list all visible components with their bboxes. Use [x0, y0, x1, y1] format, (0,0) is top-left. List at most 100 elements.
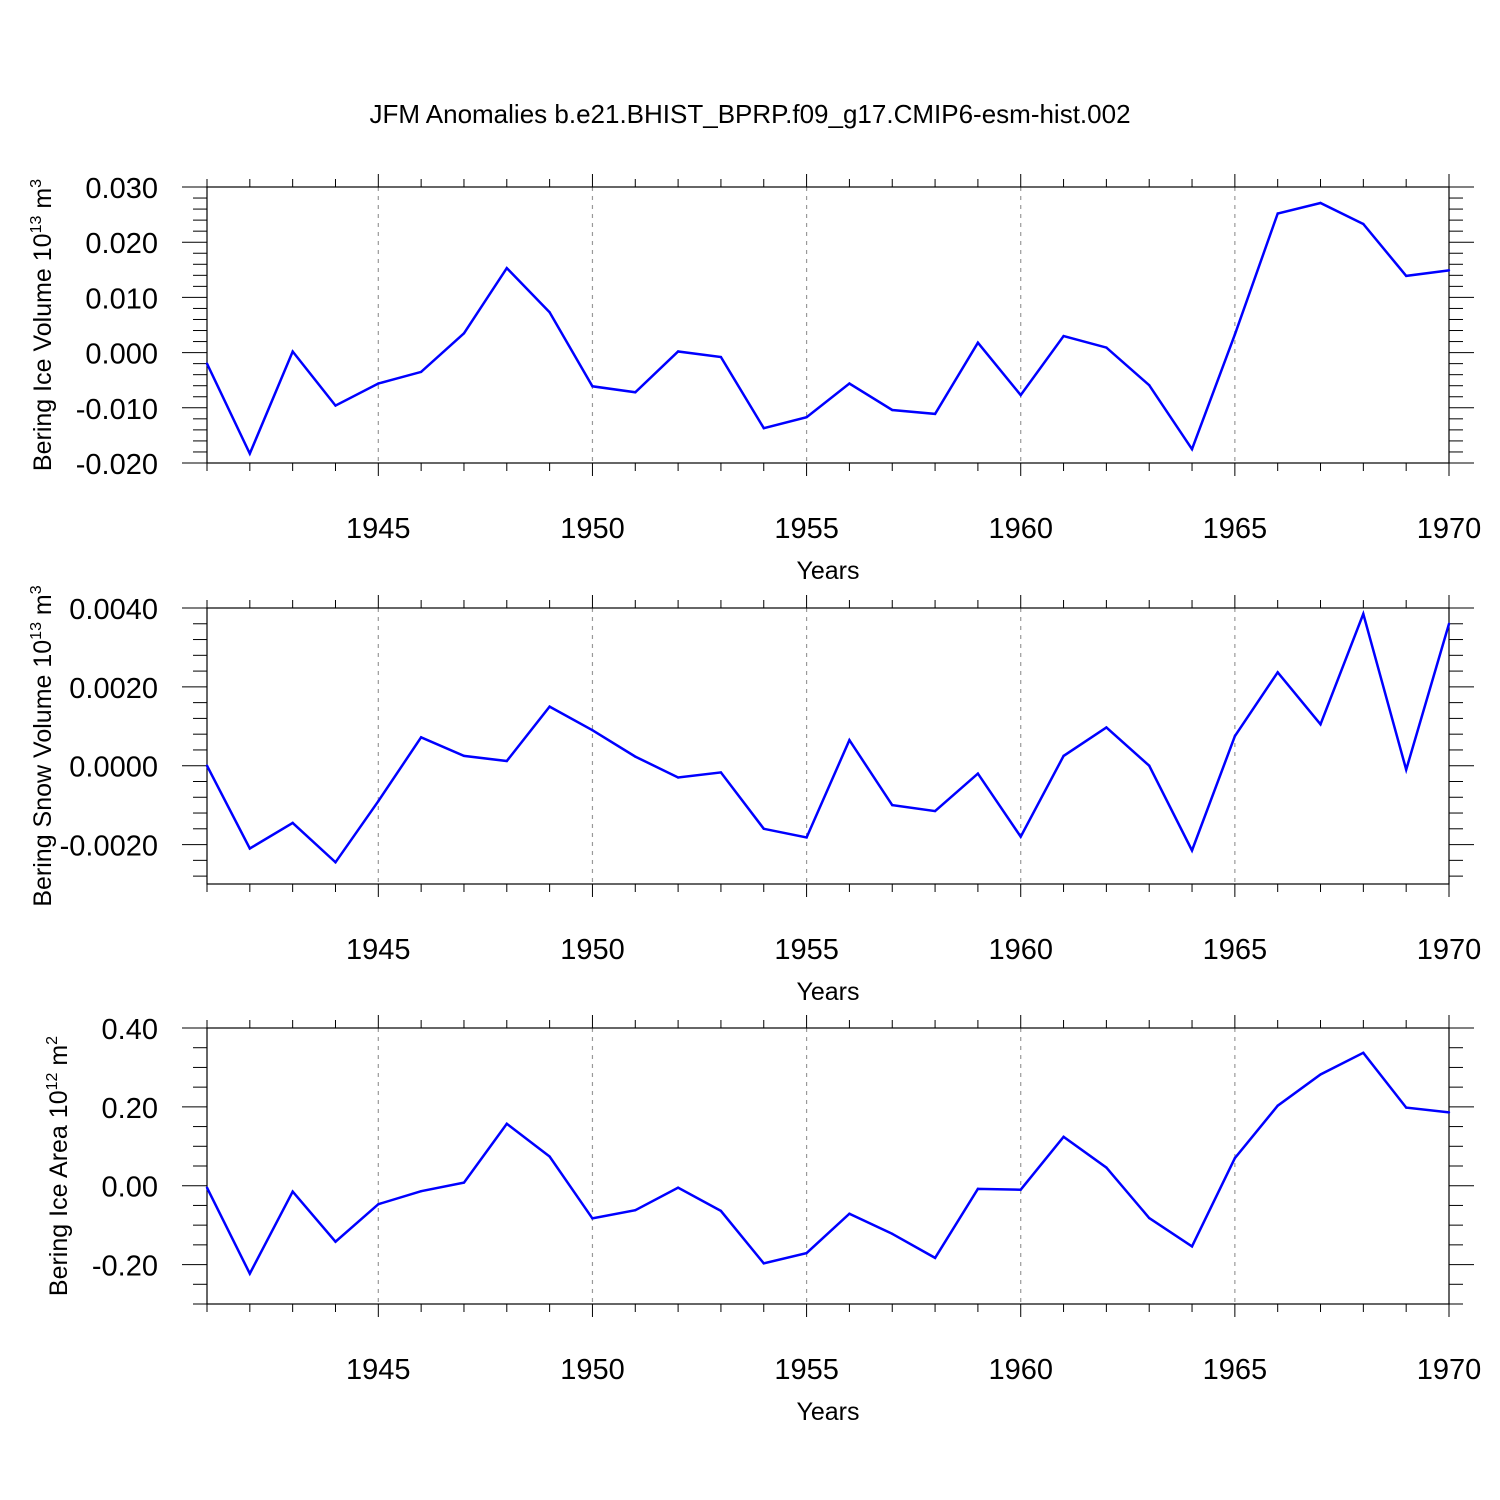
y-tick-label: -0.0020 — [60, 831, 158, 863]
data-point-1947 — [462, 332, 466, 335]
data-point-1960 — [1019, 393, 1022, 397]
x-tick-label: 1955 — [774, 1354, 839, 1386]
x-tick-label: 1945 — [346, 934, 411, 966]
panel-3: -0.20 0.00 0.20 0.40 1945 1950 1955 1960 1965 197… — [44, 1014, 1481, 1426]
data-point-1958 — [933, 1256, 937, 1260]
y-tick-label: 0.010 — [85, 283, 158, 315]
data-point-1945 — [377, 382, 380, 385]
data-point-1968 — [1362, 1051, 1365, 1055]
x-tick-label: 1960 — [988, 934, 1053, 966]
data-point-1947 — [462, 1181, 466, 1184]
data-point-1964 — [1190, 1245, 1194, 1248]
data-point-1966 — [1276, 671, 1279, 674]
data-point-1941 — [205, 1186, 209, 1189]
data-point-1949 — [548, 311, 551, 314]
data-point-1943 — [291, 1190, 294, 1193]
data-point-1944 — [334, 861, 337, 864]
data-point-1962 — [1105, 346, 1108, 349]
data-point-1963 — [1148, 383, 1151, 387]
data-point-1963 — [1148, 1216, 1151, 1220]
x-tick-label: 1970 — [1417, 1354, 1482, 1386]
data-point-1969 — [1404, 274, 1408, 278]
data-point-1945 — [377, 1203, 380, 1206]
data-point-1951 — [634, 755, 637, 758]
x-tick-label: 1945 — [346, 1354, 411, 1386]
data-point-1970 — [1447, 1111, 1451, 1114]
data-point-1966 — [1276, 1104, 1279, 1107]
data-point-1952 — [676, 1186, 680, 1189]
y-axis-label-ylabel-exp: 13 — [28, 216, 45, 234]
y-axis-label-ylabel-unit-exp: 3 — [28, 179, 45, 188]
data-point-1950 — [591, 385, 594, 388]
data-point-1951 — [634, 391, 637, 394]
data-point-1954 — [762, 827, 765, 830]
data-point-1970 — [1447, 622, 1451, 625]
data-point-1941 — [205, 362, 209, 365]
series-line-1 — [205, 201, 1450, 457]
data-point-1969 — [1404, 1106, 1408, 1109]
y-axis-label-ylabel-main: Bering Ice Volume 10 — [29, 233, 57, 471]
data-point-1961 — [1062, 1135, 1065, 1139]
y-axis-label: Bering Ice Volume 1013 m3 — [28, 179, 57, 471]
x-axis-label: Years — [796, 557, 859, 585]
data-point-1969 — [1404, 768, 1408, 771]
data-point-1956 — [848, 382, 851, 385]
data-point-1952 — [676, 350, 680, 353]
data-point-1968 — [1362, 612, 1365, 616]
plot-frame — [206, 186, 1450, 464]
data-point-1942 — [248, 847, 252, 850]
y-axis-label-ylabel-exp: 13 — [28, 622, 45, 640]
x-axis-label: Years — [796, 1398, 859, 1426]
x-tick-label: 1960 — [988, 513, 1053, 545]
data-point-1953 — [719, 771, 723, 774]
data-point-1955 — [805, 415, 808, 419]
y-axis-label-ylabel-unit-exp: 2 — [44, 1036, 61, 1045]
data-point-1941 — [205, 764, 209, 767]
data-point-1946 — [419, 370, 423, 374]
y-axis-label-ylabel-main: Bering Snow Volume 10 — [29, 640, 57, 907]
data-point-1955 — [805, 836, 808, 839]
y-tick-label: 0.20 — [102, 1093, 158, 1125]
x-tick-label: 1960 — [988, 1354, 1053, 1386]
y-axis-label-ylabel-unit: m — [45, 1045, 73, 1073]
data-point-1947 — [462, 754, 466, 758]
x-tick-label: 1950 — [560, 513, 625, 545]
data-point-1948 — [505, 759, 508, 763]
data-point-1970 — [1447, 269, 1451, 272]
y-axis-label-ylabel-exp: 12 — [44, 1072, 61, 1090]
y-tick-label: 0.0020 — [69, 673, 158, 705]
y-tick-label: 0.0040 — [69, 594, 158, 626]
data-point-1946 — [419, 1190, 423, 1193]
data-point-1962 — [1105, 1166, 1108, 1169]
y-axis-label: Bering Ice Area 1012 m2 — [44, 1036, 73, 1296]
x-axis-label: Years — [796, 978, 859, 1006]
data-point-1950 — [591, 1217, 594, 1220]
panel-1: -0.020 -0.010 0.000 0.010 0.020 0.030 1945 1950… — [28, 173, 1481, 585]
data-point-1962 — [1105, 726, 1108, 729]
data-point-1961 — [1062, 334, 1065, 338]
data-point-1949 — [548, 705, 551, 708]
data-point-1942 — [248, 452, 252, 455]
data-point-1953 — [719, 355, 723, 359]
x-tick-label: 1965 — [1203, 1354, 1268, 1386]
data-point-1951 — [634, 1208, 637, 1212]
y-tick-label: 0.030 — [85, 173, 158, 205]
data-point-1965 — [1233, 333, 1237, 336]
data-point-1960 — [1019, 1188, 1022, 1191]
data-point-1944 — [334, 1240, 337, 1243]
series-line-1 — [205, 609, 1451, 865]
data-point-1952 — [676, 776, 680, 779]
y-axis-label-ylabel-unit-exp: 3 — [28, 585, 45, 594]
series-line-1 — [205, 1051, 1450, 1277]
y-tick-label: 0.0000 — [69, 752, 158, 784]
data-point-1944 — [334, 404, 337, 407]
plot-frame — [206, 1027, 1450, 1305]
data-point-1964 — [1190, 849, 1194, 852]
data-point-1956 — [848, 1212, 851, 1215]
x-tick-label: 1970 — [1417, 513, 1482, 545]
data-point-1959 — [976, 341, 980, 344]
x-tick-label: 1955 — [774, 513, 839, 545]
y-tick-label: -0.010 — [76, 394, 158, 426]
data-point-1954 — [762, 427, 765, 430]
